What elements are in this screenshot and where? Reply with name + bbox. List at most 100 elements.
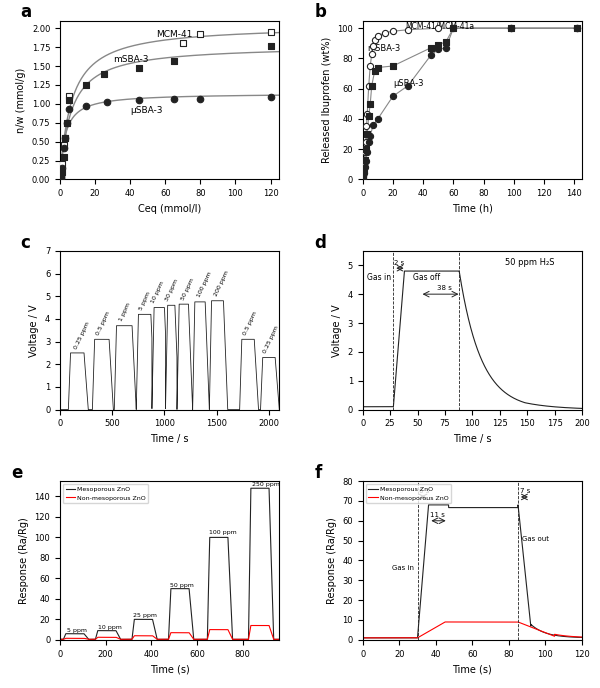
Point xyxy=(441,43,451,54)
X-axis label: Time (s): Time (s) xyxy=(452,664,492,674)
Mesoporous ZnO xyxy=(425,501,432,509)
Text: 100 ppm: 100 ppm xyxy=(209,530,236,535)
Point xyxy=(266,92,275,103)
Point xyxy=(57,166,67,178)
Point xyxy=(368,120,378,131)
Text: c: c xyxy=(20,234,31,252)
Text: mSBA-3: mSBA-3 xyxy=(367,44,400,53)
Point xyxy=(59,142,68,153)
Line: Non-mesoporous ZnO: Non-mesoporous ZnO xyxy=(60,625,280,639)
Point xyxy=(365,98,375,109)
Non-mesoporous ZnO xyxy=(70,634,77,643)
Non-mesoporous ZnO xyxy=(443,618,450,626)
Text: 10 ppm: 10 ppm xyxy=(98,625,122,630)
Point xyxy=(196,93,205,104)
Non-mesoporous ZnO xyxy=(276,635,283,643)
Text: b: b xyxy=(314,3,326,21)
Text: 250 ppm: 250 ppm xyxy=(252,482,280,487)
Point xyxy=(373,114,383,125)
Point xyxy=(62,117,72,128)
Point xyxy=(358,174,367,185)
Point xyxy=(99,68,109,79)
Point xyxy=(134,62,144,73)
Point xyxy=(362,147,372,158)
Text: 50 ppm H₂S: 50 ppm H₂S xyxy=(505,258,555,268)
Non-mesoporous ZnO xyxy=(56,635,64,643)
Non-mesoporous ZnO xyxy=(442,618,449,626)
Y-axis label: Response (Ra/Rg): Response (Ra/Rg) xyxy=(327,517,337,604)
Point xyxy=(361,155,370,166)
Point xyxy=(56,171,65,182)
Point xyxy=(364,110,374,121)
Text: μSBA-3: μSBA-3 xyxy=(393,78,424,87)
Non-mesoporous ZnO xyxy=(399,634,406,642)
Non-mesoporous ZnO xyxy=(523,621,530,630)
Point xyxy=(56,173,65,184)
Point xyxy=(359,168,369,179)
Point xyxy=(434,23,443,34)
Point xyxy=(506,23,516,34)
Text: Gas out: Gas out xyxy=(521,536,548,541)
Non-mesoporous ZnO xyxy=(164,635,171,643)
Point xyxy=(359,169,368,180)
Point xyxy=(365,130,375,141)
X-axis label: Time (h): Time (h) xyxy=(452,204,493,214)
Point xyxy=(359,163,369,174)
Text: 0.25 ppm: 0.25 ppm xyxy=(74,321,91,350)
Point xyxy=(434,44,443,55)
Text: 0.5 ppm: 0.5 ppm xyxy=(95,310,111,336)
Y-axis label: Response (Ra/Rg): Response (Ra/Rg) xyxy=(19,517,29,604)
Non-mesoporous ZnO xyxy=(539,627,547,636)
Non-mesoporous ZnO xyxy=(502,618,509,626)
Point xyxy=(361,144,370,155)
Point xyxy=(57,162,67,173)
Y-axis label: Voltage / V: Voltage / V xyxy=(29,304,40,356)
Non-mesoporous ZnO xyxy=(65,634,73,643)
Point xyxy=(370,35,380,46)
Point xyxy=(367,80,377,92)
Point xyxy=(403,80,413,92)
Point xyxy=(360,147,370,158)
Non-mesoporous ZnO xyxy=(100,633,107,641)
Point xyxy=(64,104,74,115)
Text: 5 ppm: 5 ppm xyxy=(139,291,151,311)
Point xyxy=(359,171,368,182)
Text: a: a xyxy=(20,3,32,21)
Text: 5 ppm: 5 ppm xyxy=(67,627,87,633)
Line: Mesoporous ZnO: Mesoporous ZnO xyxy=(362,505,582,638)
Point xyxy=(59,140,68,151)
Text: MCM-41/MCM-41a: MCM-41/MCM-41a xyxy=(405,21,474,30)
Point xyxy=(82,79,91,90)
Legend: Mesoporous ZnO, Non-mesoporous ZnO: Mesoporous ZnO, Non-mesoporous ZnO xyxy=(366,484,451,503)
Text: 2 s: 2 s xyxy=(394,260,405,266)
Text: 50 ppm: 50 ppm xyxy=(180,277,195,301)
Text: 38 s: 38 s xyxy=(437,285,452,291)
Text: Gas in: Gas in xyxy=(392,566,414,571)
Point xyxy=(506,23,516,34)
Text: 25 ppm: 25 ppm xyxy=(133,613,157,619)
Point xyxy=(362,121,371,132)
Point xyxy=(358,174,367,185)
Point xyxy=(62,117,72,128)
Text: 0.25 ppm: 0.25 ppm xyxy=(263,325,280,354)
Text: 11 s: 11 s xyxy=(430,512,445,518)
Point xyxy=(196,29,205,40)
Non-mesoporous ZnO xyxy=(578,633,586,641)
Mesoporous ZnO xyxy=(100,627,107,635)
Point xyxy=(426,43,436,54)
Point xyxy=(365,61,375,72)
Text: Gas in: Gas in xyxy=(367,272,391,281)
Mesoporous ZnO xyxy=(58,635,65,643)
Mesoporous ZnO xyxy=(70,630,77,638)
Point xyxy=(359,159,369,170)
Point xyxy=(61,132,70,143)
Mesoporous ZnO xyxy=(264,484,271,493)
Text: 0.5 ppm: 0.5 ppm xyxy=(243,310,258,336)
Text: MCM-41: MCM-41 xyxy=(157,30,193,39)
Point xyxy=(266,26,275,37)
Point xyxy=(370,65,380,76)
Point xyxy=(103,97,112,108)
Text: μSBA-3: μSBA-3 xyxy=(130,106,163,115)
Mesoporous ZnO xyxy=(491,504,498,512)
Point xyxy=(403,24,413,35)
